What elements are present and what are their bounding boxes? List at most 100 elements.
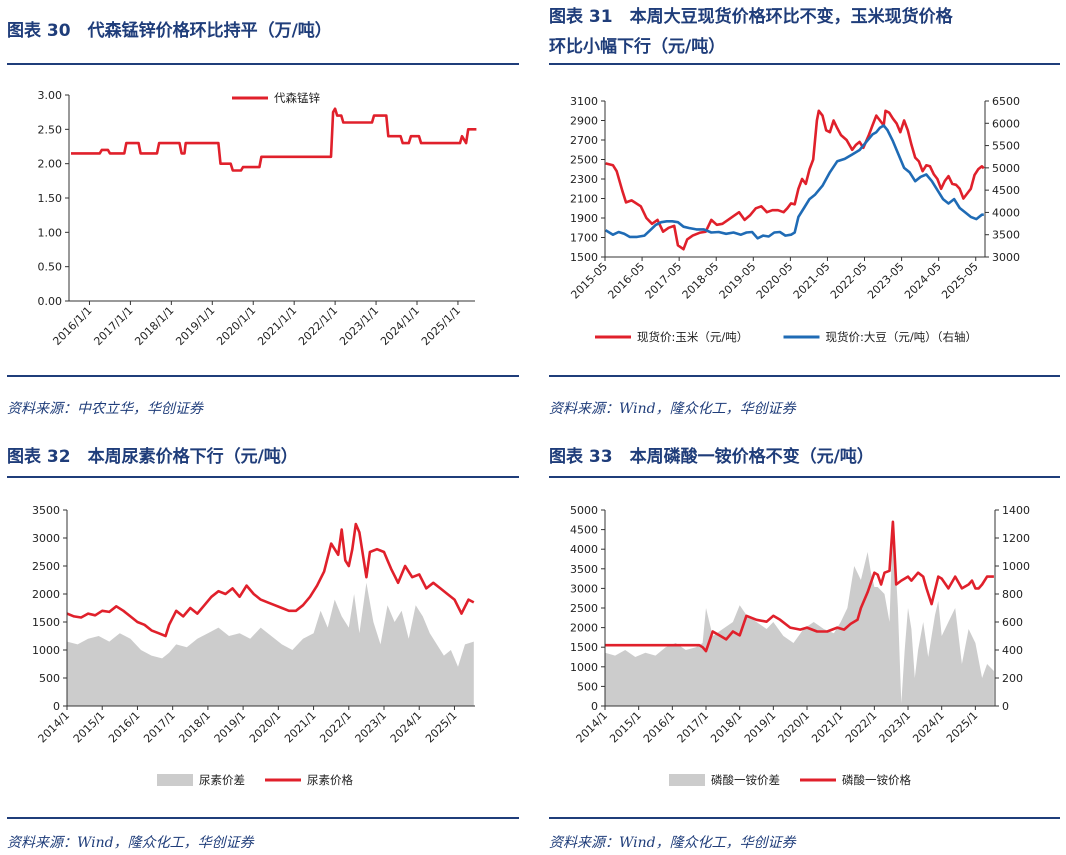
y2-tick-label: 4000 [992,206,1020,219]
panel-chart-30: 图表 30 代森锰锌价格环比持平（万/吨） 0.00 0.50 1.00 1.50 2.… [7,14,519,434]
x-tick-label: 2019/1 [212,709,249,746]
y2-tick-label: 6000 [992,117,1020,130]
y-tick-label: 3500 [32,504,60,517]
y-tick-label: 2000 [570,622,598,635]
y-tick-label: 1500 [570,641,598,654]
x-tick-label: 2014/1 [574,709,611,746]
chart-title-line2: 环比小幅下行（元/吨） [549,37,726,57]
y-tick-label: 1700 [570,232,598,245]
x-tick-label: 2022-05 [828,260,870,302]
series-area [605,521,994,706]
x-tick-label: 2022/1 [317,709,354,746]
y2-tick-label: 0 [1002,700,1009,713]
x-tick-label: 2018-05 [680,260,722,302]
x-tick-label: 2023/1 [877,709,914,746]
title-divider [7,476,519,478]
x-tick-label: 2018/1/1 [132,304,176,348]
series-area [67,582,474,706]
x-tick-label: 2021-05 [791,260,833,302]
footer-divider [7,375,519,377]
x-tick-label: 2014/1 [36,709,73,746]
x-tick-label: 2022/1 [843,709,880,746]
y-tick-label: 3000 [32,532,60,545]
y-tick-label: 0.50 [38,261,63,274]
y-tick-label: 1000 [32,644,60,657]
y-tick-label: 1900 [570,212,598,225]
y-tick-label: 1.00 [38,226,63,239]
footer-divider [549,817,1060,819]
x-tick-label: 2019-05 [717,260,759,302]
chart-source: 资料来源：中农立华，华创证券 [7,401,203,417]
y2-tick-label: 800 [1002,588,1023,601]
y-tick-label: 2900 [570,115,598,128]
chart-title: 图表 33 本周磷酸一铵价格不变（元/吨） [549,447,874,467]
y-tick-label: 0.00 [38,295,63,308]
x-tick-label: 2023/1 [353,709,390,746]
y-tick-label: 500 [577,680,598,693]
x-tick-label: 2019/1/1 [173,304,217,348]
chart-source: 资料来源：Wind，隆众化工，华创证券 [7,835,254,851]
chart-33-plot: 0500100015002000250030003500400045005000… [570,504,1030,787]
x-tick-label: 2015/1 [71,709,108,746]
y-tick-label: 3500 [570,563,598,576]
x-tick-label: 2025-05 [939,260,981,302]
legend-label: 磷酸一铵价格 [842,773,911,787]
y-tick-label: 3000 [570,582,598,595]
y-tick-label: 1500 [570,251,598,264]
series-line [66,522,475,638]
footer-divider [549,375,1060,377]
x-tick-label: 2021/1 [809,709,846,746]
legend-label: 磷酸一铵价差 [711,773,780,787]
y2-tick-label: 5000 [992,162,1020,175]
y2-tick-label: 4500 [992,184,1020,197]
y2-tick-label: 1200 [1002,532,1030,545]
y-tick-label: 2700 [570,134,598,147]
x-tick-label: 2024-05 [902,260,944,302]
y-tick-label: 2500 [570,602,598,615]
y-tick-label: 2500 [570,154,598,167]
panel-chart-32: 图表 32 本周尿素价格下行（元/吨） 0 500 1000 1500 2000 2500… [7,442,519,852]
series-line [71,107,477,172]
y-tick-label: 2300 [570,173,598,186]
y-tick-label: 4500 [570,524,598,537]
y-tick-label: 0 [53,700,60,713]
x-tick-label: 2023-05 [865,260,907,302]
title-divider [7,63,519,65]
x-tick-label: 2021/1/1 [255,304,299,348]
x-tick-label: 2016/1/1 [50,304,94,348]
x-tick-label: 2020/1 [247,709,284,746]
y2-tick-label: 200 [1002,672,1023,685]
y-tick-label: 3.00 [38,89,63,102]
series-line [604,124,984,240]
x-tick-label: 2017-05 [643,260,685,302]
x-tick-label: 2020/1/1 [214,304,258,348]
x-tick-label: 2025/1/1 [419,304,463,348]
legend-label: 尿素价格 [307,773,353,787]
x-tick-label: 2015/1 [607,709,644,746]
x-tick-label: 2024/1/1 [378,304,422,348]
chart-title: 图表 30 代森锰锌价格环比持平（万/吨） [7,21,332,41]
legend-label: 现货价:大豆（元/吨）（右轴） [826,330,978,344]
legend-label: 现货价:玉米（元/吨） [637,330,748,344]
x-tick-label: 2022/1/1 [296,304,340,348]
x-tick-label: 2015-05 [568,260,610,302]
y2-tick-label: 3000 [992,251,1020,264]
y-tick-label: 2500 [32,560,60,573]
chart-31-plot: 1500 1700 1900 2100 2300 2500 2700 2900 3100 3000… [568,95,1020,344]
x-tick-label: 2017/1/1 [91,304,135,348]
x-tick-label: 2018/1 [708,709,745,746]
panel-chart-33: 图表 33 本周磷酸一铵价格不变（元/吨） 0 500 1000 1500 2000 25… [549,442,1060,852]
y-tick-label: 2.50 [38,123,63,136]
series-line [605,109,985,251]
chart-source: 资料来源：Wind，隆众化工，华创证券 [549,835,796,851]
chart-source: 资料来源：Wind，隆众化工，华创证券 [549,401,796,417]
y2-tick-label: 1400 [1002,504,1030,517]
y-tick-label: 1.50 [38,192,63,205]
legend-swatch [157,774,193,786]
y-tick-label: 500 [39,672,60,685]
x-tick-label: 2025/1 [423,709,460,746]
y-tick-label: 4000 [570,543,598,556]
y2-tick-label: 3500 [992,229,1020,242]
chart-30-plot: 0.00 0.50 1.00 1.50 2.00 2.50 3.00 2016/1/12017… [38,89,477,348]
y-tick-label: 2100 [570,193,598,206]
